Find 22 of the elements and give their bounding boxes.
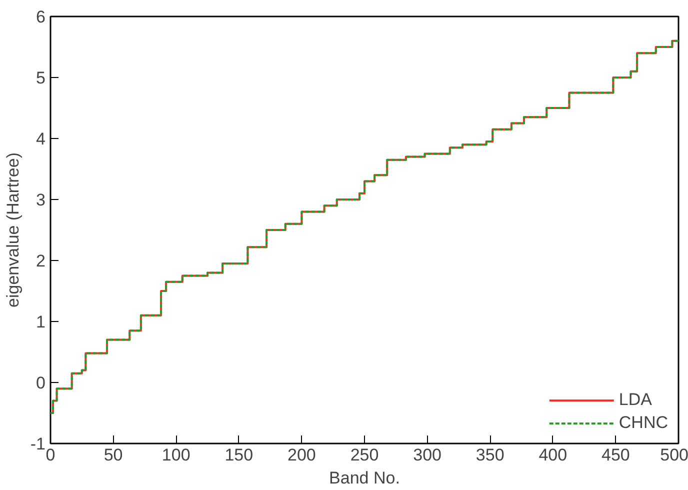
x-tick-label: 200: [288, 446, 316, 464]
x-axis-title: Band No.: [329, 468, 400, 488]
x-tick-label: 50: [104, 446, 123, 464]
y-tick-label: 6: [36, 8, 46, 26]
x-tick-label: 300: [413, 446, 442, 464]
x-tick-label: 100: [162, 446, 190, 464]
y-tick-label: -1: [30, 434, 46, 454]
x-tick-label: 350: [476, 446, 504, 464]
y-axis-title: eigenvalue (Hartree): [3, 152, 22, 308]
y-tick-label: 4: [36, 130, 46, 148]
y-tick-label: 0: [36, 374, 46, 392]
y-tick-label: 1: [36, 312, 46, 332]
x-tick-label: 400: [538, 446, 568, 464]
legend-label: CHNC: [618, 413, 668, 433]
x-tick-label: 150: [224, 446, 254, 464]
x-tick-label: 500: [660, 446, 688, 464]
y-tick-label: 2: [36, 252, 46, 270]
y-tick-label: 5: [36, 68, 46, 88]
x-tick-label: 450: [602, 446, 630, 464]
x-tick-label: 250: [350, 446, 379, 464]
legend-label: LDA: [618, 390, 652, 410]
y-tick-label: 3: [36, 190, 46, 210]
